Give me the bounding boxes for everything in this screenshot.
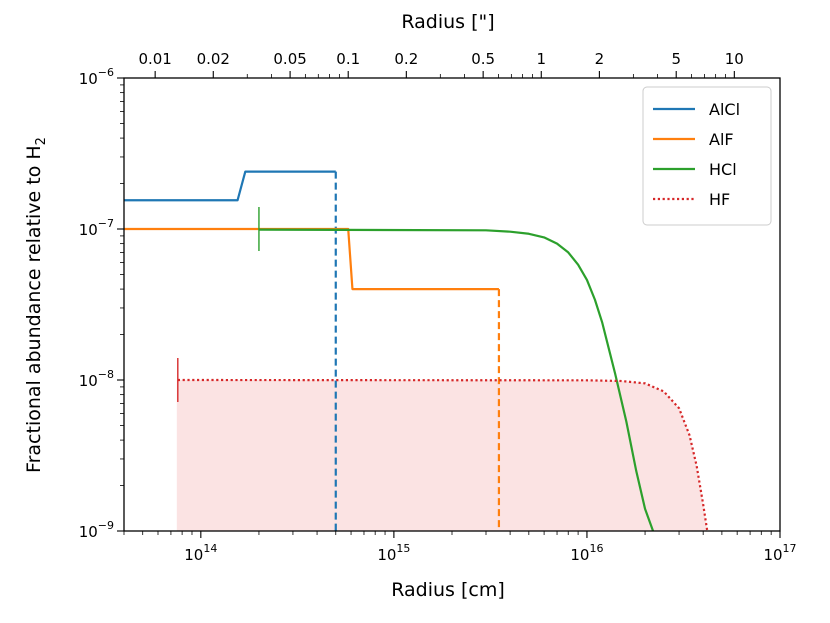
legend: AlCl AlF HCl HF (642, 86, 772, 226)
x-tick-mantissa: 10 (763, 546, 782, 564)
x-tick-label: 1015 (377, 542, 410, 564)
y-tick-exponent: −6 (98, 66, 114, 79)
y-tick-exponent: −7 (98, 217, 114, 230)
series-hcl-line (258, 228, 655, 531)
legend-box (642, 86, 772, 226)
x-tick-mantissa: 10 (184, 546, 203, 564)
series-hf-fill (177, 380, 708, 531)
y-tick-mantissa: 10 (79, 372, 98, 390)
tick-layer (117, 71, 781, 538)
x-tick-mantissa: 10 (570, 546, 589, 564)
x-tick-label: 1016 (570, 542, 603, 564)
y-axis-title: Fractional abundance relative to H2 (23, 137, 49, 473)
legend-label-hf: HF (709, 190, 730, 209)
y-tick-exponent: −8 (98, 368, 114, 381)
y-tick-label: 10−7 (79, 217, 114, 239)
y-tick-label: 10−9 (79, 519, 114, 541)
y-axis-title-sub: 2 (34, 137, 49, 145)
y-tick-mantissa: 10 (79, 221, 98, 239)
x2-tick-label: 0.02 (197, 50, 230, 68)
x2-tick-label: 2 (595, 50, 605, 68)
x-tick-label: 1017 (763, 542, 796, 564)
x2-tick-label: 0.5 (471, 50, 495, 68)
y-tick-exponent: −9 (98, 519, 114, 532)
series-alf-line (124, 227, 499, 291)
x2-tick-label: 1 (536, 50, 546, 68)
x-axis-title: Radius [cm] (391, 579, 505, 601)
x2-tick-label: 0.2 (394, 50, 418, 68)
x-tick-exponent: 14 (203, 542, 217, 555)
legend-label-hcl: HCl (709, 160, 737, 179)
y-axis-title-main: Fractional abundance relative to H (23, 145, 45, 473)
y-tick-label: 10−6 (79, 66, 114, 88)
x-tick-mantissa: 10 (377, 546, 396, 564)
x-tick-exponent: 17 (783, 542, 797, 555)
y-tick-label: 10−8 (79, 368, 114, 390)
series-layer (124, 170, 709, 531)
y-tick-mantissa: 10 (79, 70, 98, 88)
y-tick-mantissa: 10 (79, 523, 98, 541)
legend-label-alf: AlF (709, 130, 734, 149)
x-tick-exponent: 16 (589, 542, 603, 555)
x2-axis-title: Radius ["] (401, 11, 494, 33)
x2-tick-label: 0.1 (336, 50, 360, 68)
x-tick-label: 1014 (184, 542, 217, 564)
x2-tick-label: 0.01 (138, 50, 171, 68)
legend-label-alcl: AlCl (709, 100, 740, 119)
series-hf-line (177, 378, 709, 531)
series-alcl-line (124, 170, 336, 202)
fill-layer (176, 380, 708, 531)
x2-tick-label: 5 (671, 50, 681, 68)
x-tick-exponent: 15 (396, 542, 410, 555)
x2-tick-label: 0.05 (273, 50, 306, 68)
x2-tick-label: 10 (725, 50, 744, 68)
